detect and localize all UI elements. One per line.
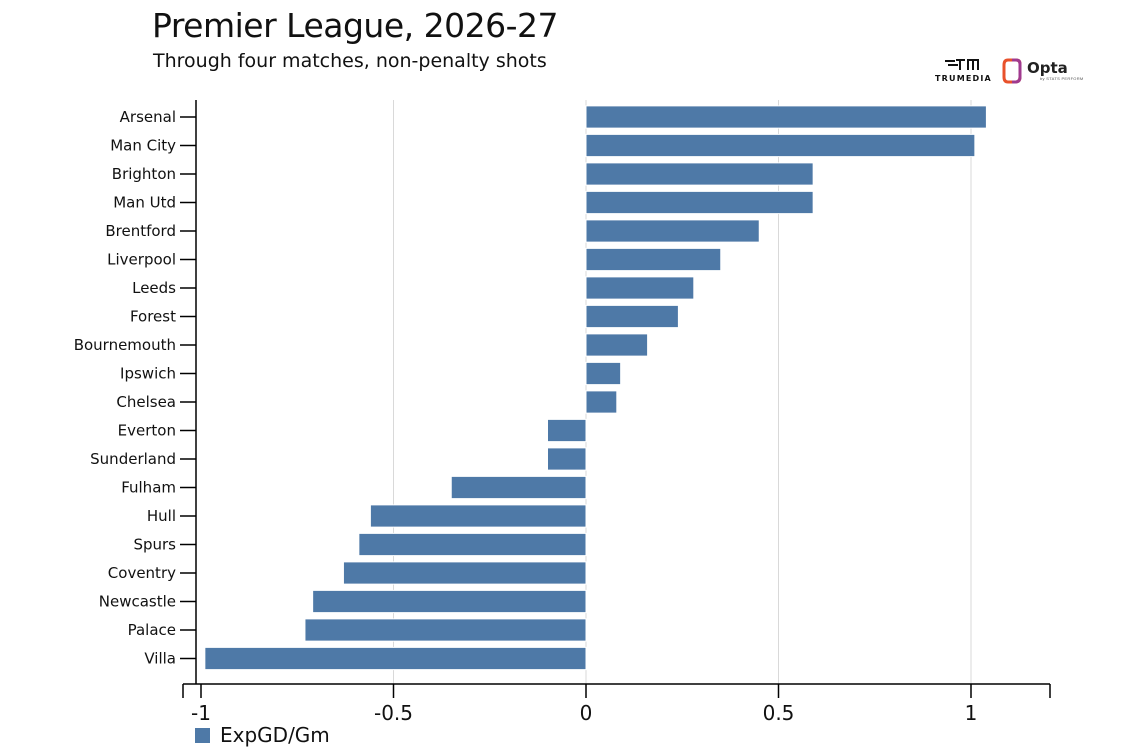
x-tick-label: -0.5 (374, 701, 413, 725)
trumedia-logo-icon (945, 59, 979, 70)
chart-title: Premier League, 2026-27 (152, 6, 559, 45)
x-tick-label: -1 (191, 701, 211, 725)
y-tick-label: Everton (118, 422, 176, 440)
y-tick-label: Brentford (105, 222, 176, 240)
legend-label: ExpGD/Gm (220, 723, 330, 747)
y-tick-label: Villa (144, 650, 176, 668)
legend-swatch (195, 727, 210, 743)
y-tick-label: Leeds (132, 279, 176, 297)
bar (369, 504, 587, 528)
y-tick-label: Arsenal (120, 108, 176, 126)
bar (312, 589, 587, 614)
y-tick-label: Coventry (108, 564, 176, 582)
bar (585, 133, 976, 158)
bar (585, 162, 814, 186)
bar (585, 219, 760, 243)
opta-logo-icon (1002, 58, 1022, 84)
bar (547, 418, 587, 443)
y-tick-label: Sunderland (90, 450, 176, 468)
logo-area: TRUMEDIA Opta by STATS PERFORM (930, 56, 1090, 90)
x-tick-label: 1 (965, 701, 978, 725)
chart-subtitle: Through four matches, non-penalty shots (153, 50, 547, 72)
y-tick-label: Fulham (121, 479, 176, 497)
bar (585, 304, 679, 329)
opta-logo-text: Opta (1027, 59, 1068, 77)
x-tick-label: 0 (580, 701, 593, 725)
bar (358, 532, 587, 557)
y-tick-label: Bournemouth (74, 336, 176, 354)
y-tick-label: Liverpool (107, 251, 176, 269)
y-tick-label: Man City (110, 137, 176, 155)
trumedia-logo-text: TRUMEDIA (935, 74, 992, 83)
y-tick-label: Palace (128, 621, 176, 639)
bar (304, 618, 587, 642)
bar (585, 247, 722, 272)
y-tick-label: Spurs (133, 536, 176, 554)
y-tick-label: Forest (130, 308, 176, 326)
y-tick-label: Hull (147, 507, 176, 525)
bar (585, 390, 618, 414)
bar (585, 105, 987, 129)
bar (585, 333, 649, 357)
bar (585, 276, 695, 300)
bar (204, 646, 587, 671)
bar (585, 361, 622, 386)
bar (342, 561, 587, 585)
bar (450, 475, 587, 500)
y-tick-label: Man Utd (113, 194, 176, 212)
x-tick-label: 0.5 (763, 701, 795, 725)
y-tick-label: Ipswich (120, 365, 176, 383)
y-tick-label: Newcastle (99, 593, 176, 611)
y-tick-label: Chelsea (116, 393, 176, 411)
bar (585, 190, 814, 215)
legend: ExpGD/Gm (195, 723, 330, 747)
opta-logo-subtext: by STATS PERFORM (1040, 76, 1084, 81)
bar (547, 447, 587, 471)
y-tick-label: Brighton (112, 165, 176, 183)
